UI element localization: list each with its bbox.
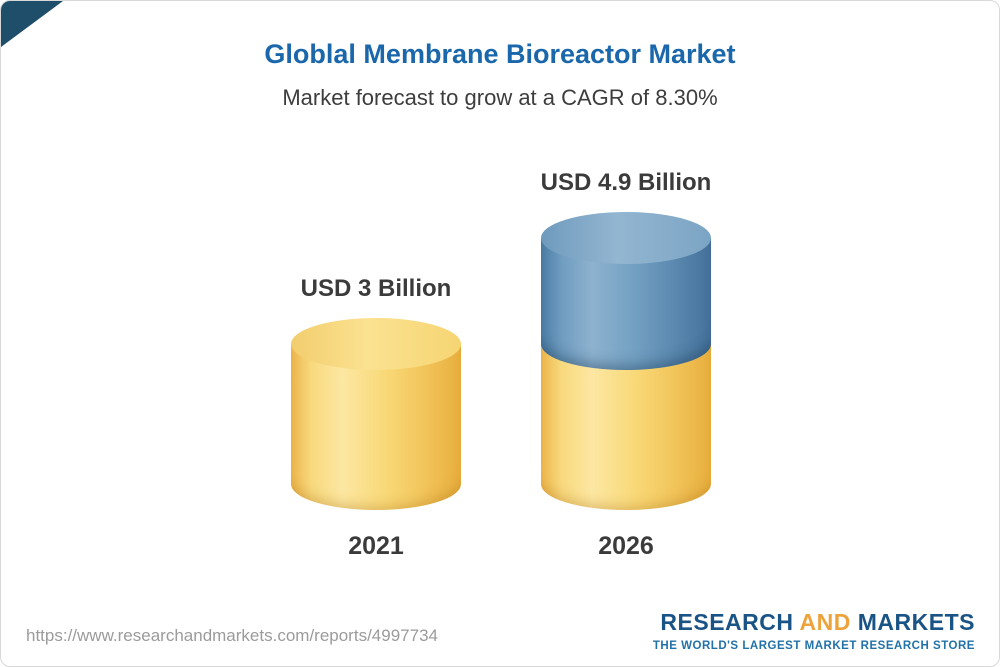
chart-title: Globlal Membrane Bioreactor Market: [264, 39, 736, 69]
logo-wordmark: RESEARCH AND MARKETS: [653, 609, 975, 636]
corner-triangle-decoration: [1, 1, 63, 47]
bar-2026-value-label: USD 4.9 Billion: [540, 169, 712, 197]
logo-tagline: THE WORLD'S LARGEST MARKET RESEARCH STOR…: [652, 640, 975, 652]
logo-word-markets: MARKETS: [857, 609, 975, 635]
report-url: https://www.researchandmarkets.com/repor…: [26, 626, 438, 645]
bar-2026-segment-base: [541, 343, 711, 510]
research-and-markets-logo: RESEARCH AND MARKETS THE WORLD'S LARGEST…: [653, 609, 975, 652]
bar-2021: USD 3 Billion 2021: [291, 1, 461, 666]
bar-2021-segment-base: [291, 317, 461, 510]
bar-2021-category-label: 2021: [348, 532, 404, 560]
bar-2026-segment-growth: [541, 211, 711, 370]
bar-2021-value-label: USD 3 Billion: [300, 274, 452, 302]
chart-subtitle: Market forecast to grow at a CAGR of 8.3…: [282, 85, 718, 110]
logo-word-research: RESEARCH: [660, 609, 794, 635]
bar-2026-category-label: 2026: [598, 532, 654, 560]
bar-2026: USD 4.9 Billion 2026: [541, 1, 712, 666]
logo-word-and: AND: [799, 609, 851, 635]
